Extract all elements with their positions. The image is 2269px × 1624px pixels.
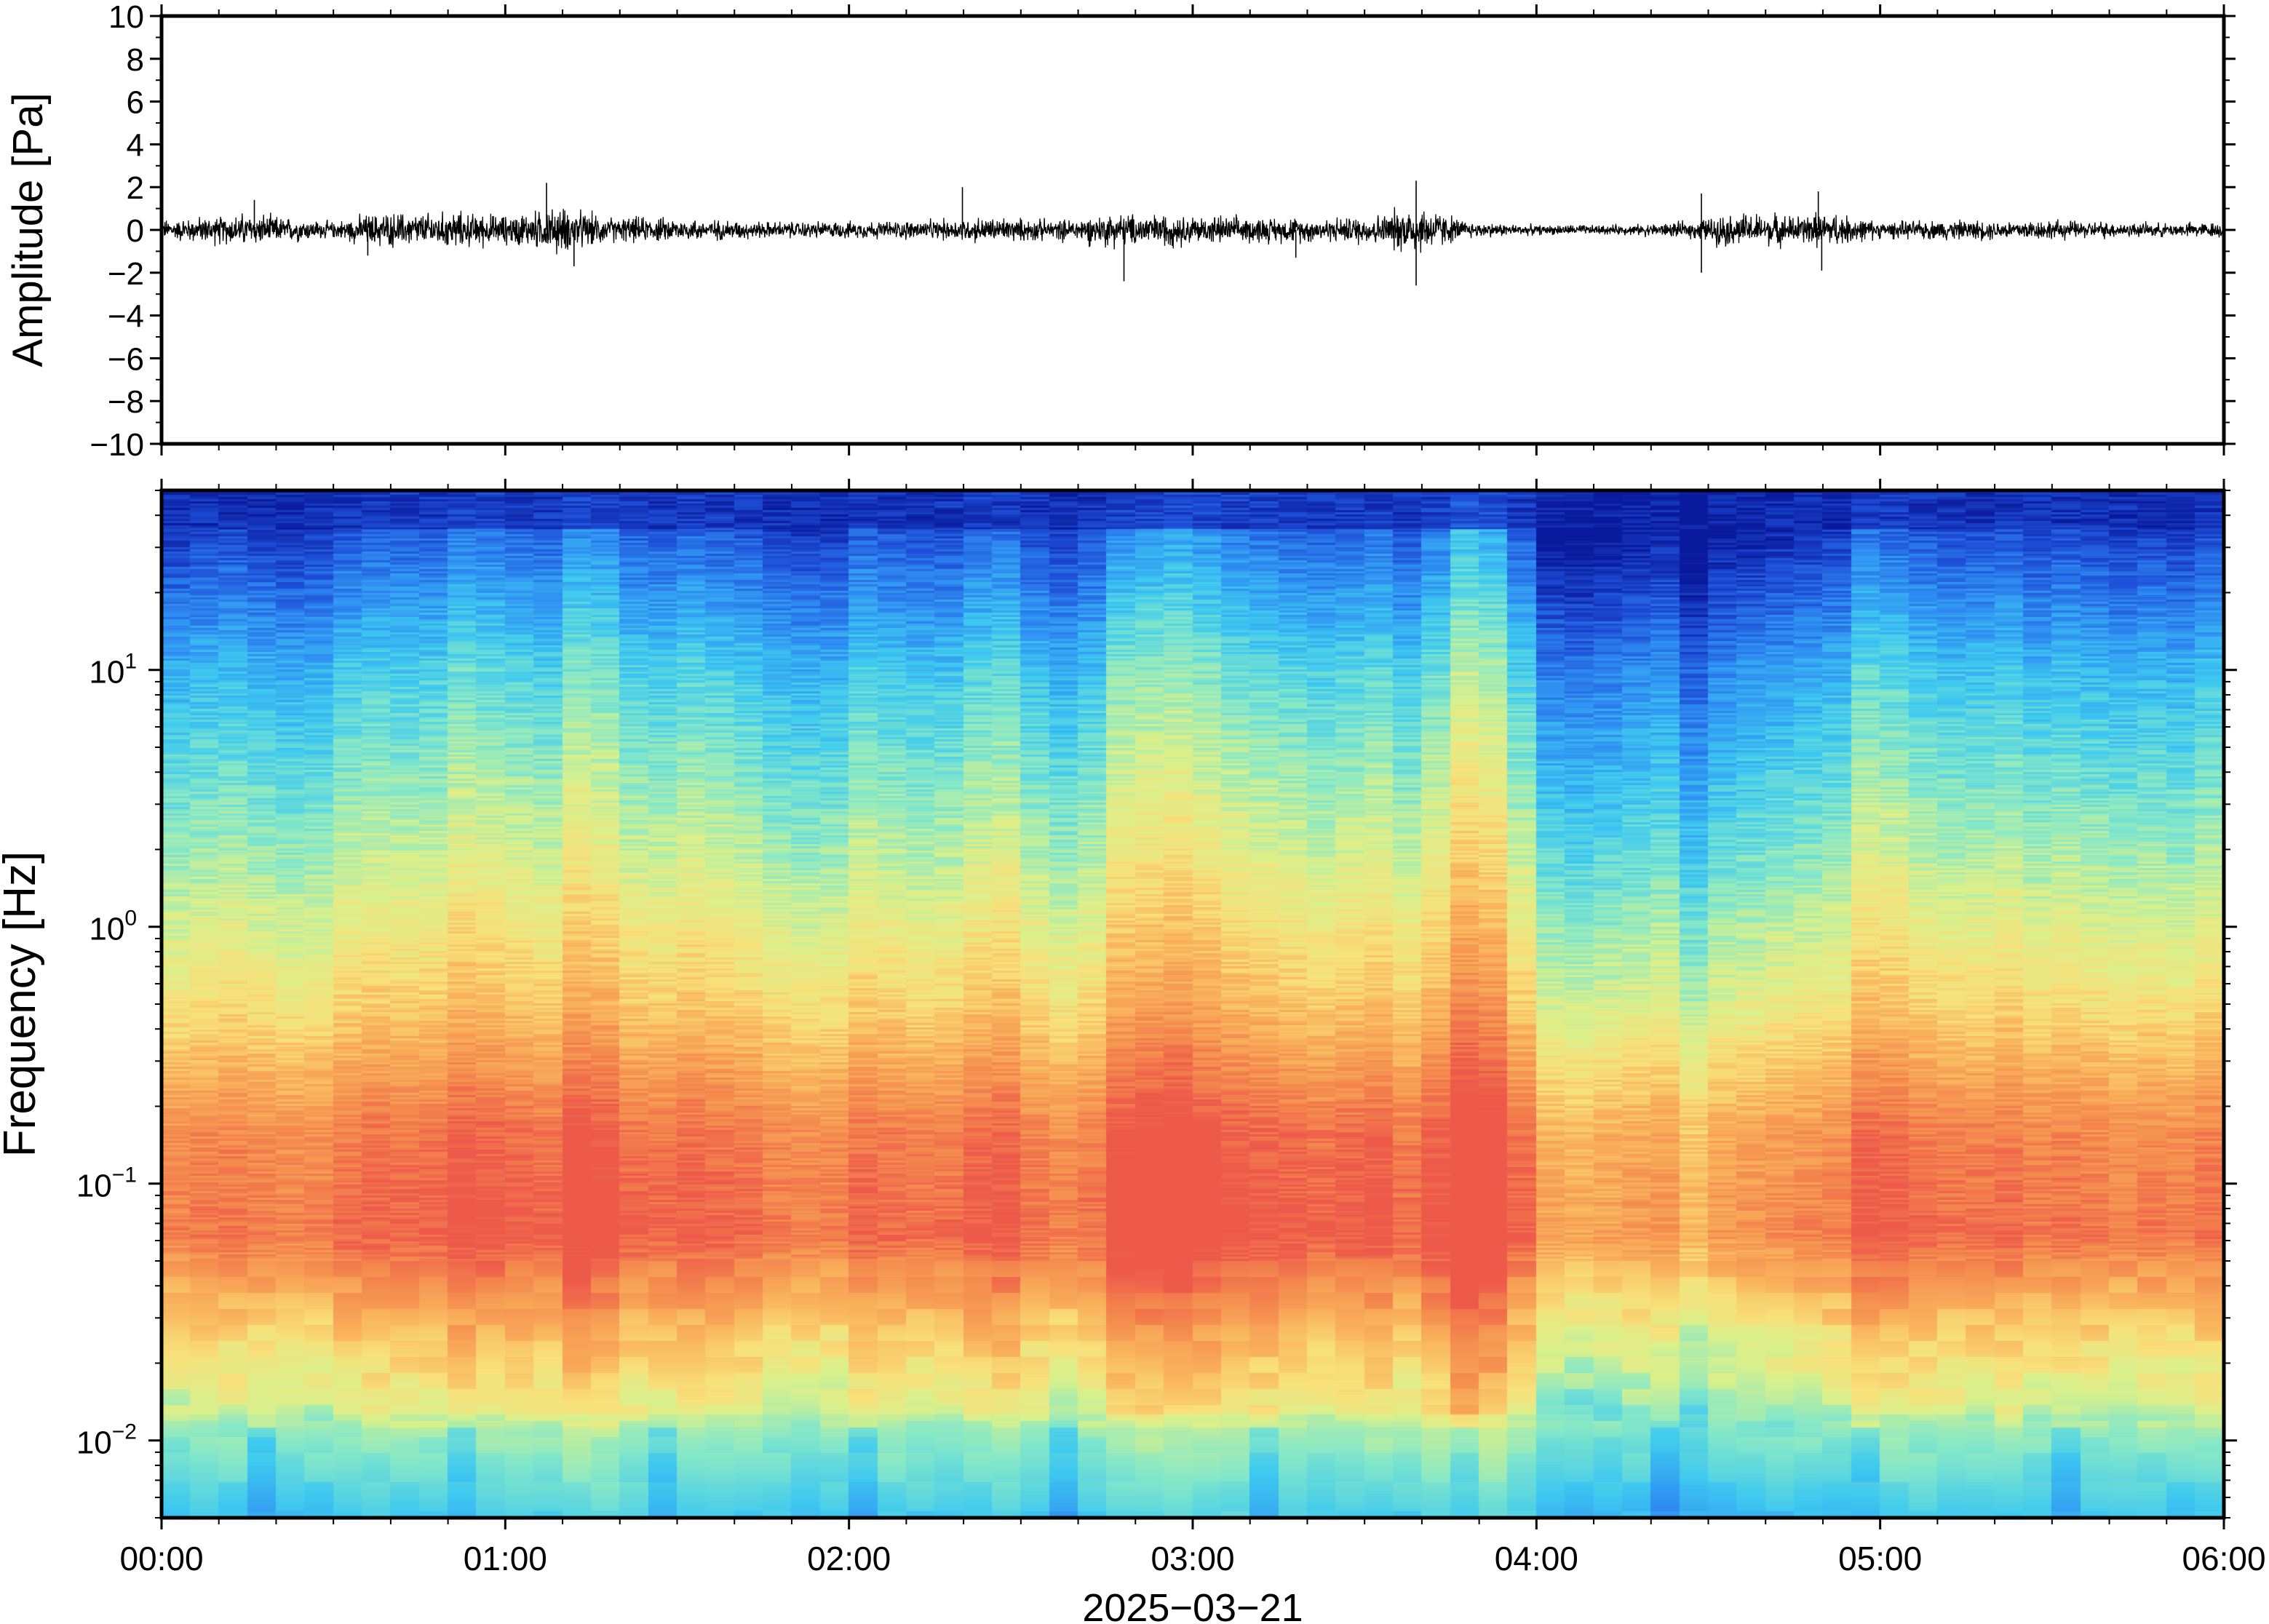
tick-exponent: −2 [112,1420,137,1444]
waveform-y-tick-label: −6 [108,341,144,377]
waveform-line [162,207,2224,255]
x-tick-label: 01:00 [464,1540,547,1577]
waveform-y-tick-label: −8 [108,384,144,420]
waveform-y-tick-label: 4 [127,127,144,163]
tick-exponent: −1 [112,1163,137,1187]
waveform-y-tick-label: 6 [127,85,144,121]
x-tick-label: 06:00 [2182,1540,2265,1577]
tick-base: 10 [89,912,124,947]
tick-exponent: 1 [124,650,137,674]
waveform-y-tick-label: −10 [90,427,144,463]
spectrogram-x-ticks: 00:00 01:00 02:00 03:00 04:00 05:00 06:00 [119,479,2266,1577]
waveform-y-tick-label: −4 [108,299,144,335]
spectrogram-heatmap [162,490,2224,1518]
spectrogram-y-tick-label: 100 [89,907,137,947]
tick-base: 10 [76,1169,112,1204]
waveform-panel: 10 8 6 4 2 0 −2 −4 −6 −8 −10 Amplitude [Pa] [4,0,2236,463]
waveform-y-axis-label: Amplitude [Pa] [4,92,52,367]
spectrogram-y-tick-label: 101 [89,650,137,690]
waveform-y-tick-label: −2 [108,256,144,292]
waveform-y-tick-label: 8 [127,42,144,78]
spectrogram-y-tick-label: 10−2 [76,1420,137,1461]
x-tick-label: 04:00 [1495,1540,1578,1577]
waveform-y-tick-label: 10 [108,0,144,35]
tick-base: 10 [89,655,124,690]
x-tick-label: 02:00 [807,1540,891,1577]
waveform-y-tick-label: 2 [127,170,144,206]
waveform-trace [162,180,2224,286]
waveform-frame [159,14,2226,446]
spectrogram-frame [159,488,2226,1520]
x-tick-label: 03:00 [1151,1540,1234,1577]
waveform-y-ticks: 10 8 6 4 2 0 −2 −4 −6 −8 −10 [90,0,2236,463]
spectrogram-y-axis-label: Frequency [Hz] [0,851,45,1157]
tick-base: 10 [76,1425,112,1461]
x-tick-label: 05:00 [1838,1540,1922,1577]
spectrogram-y-tick-label: 10−1 [76,1163,137,1204]
spectrogram-x-axis-label: 2025−03−21 [1082,1586,1303,1624]
tick-exponent: 0 [124,907,137,931]
spectrogram-image [162,490,2224,1518]
waveform-y-tick-label: 0 [127,213,144,249]
x-tick-label: 00:00 [119,1540,203,1577]
